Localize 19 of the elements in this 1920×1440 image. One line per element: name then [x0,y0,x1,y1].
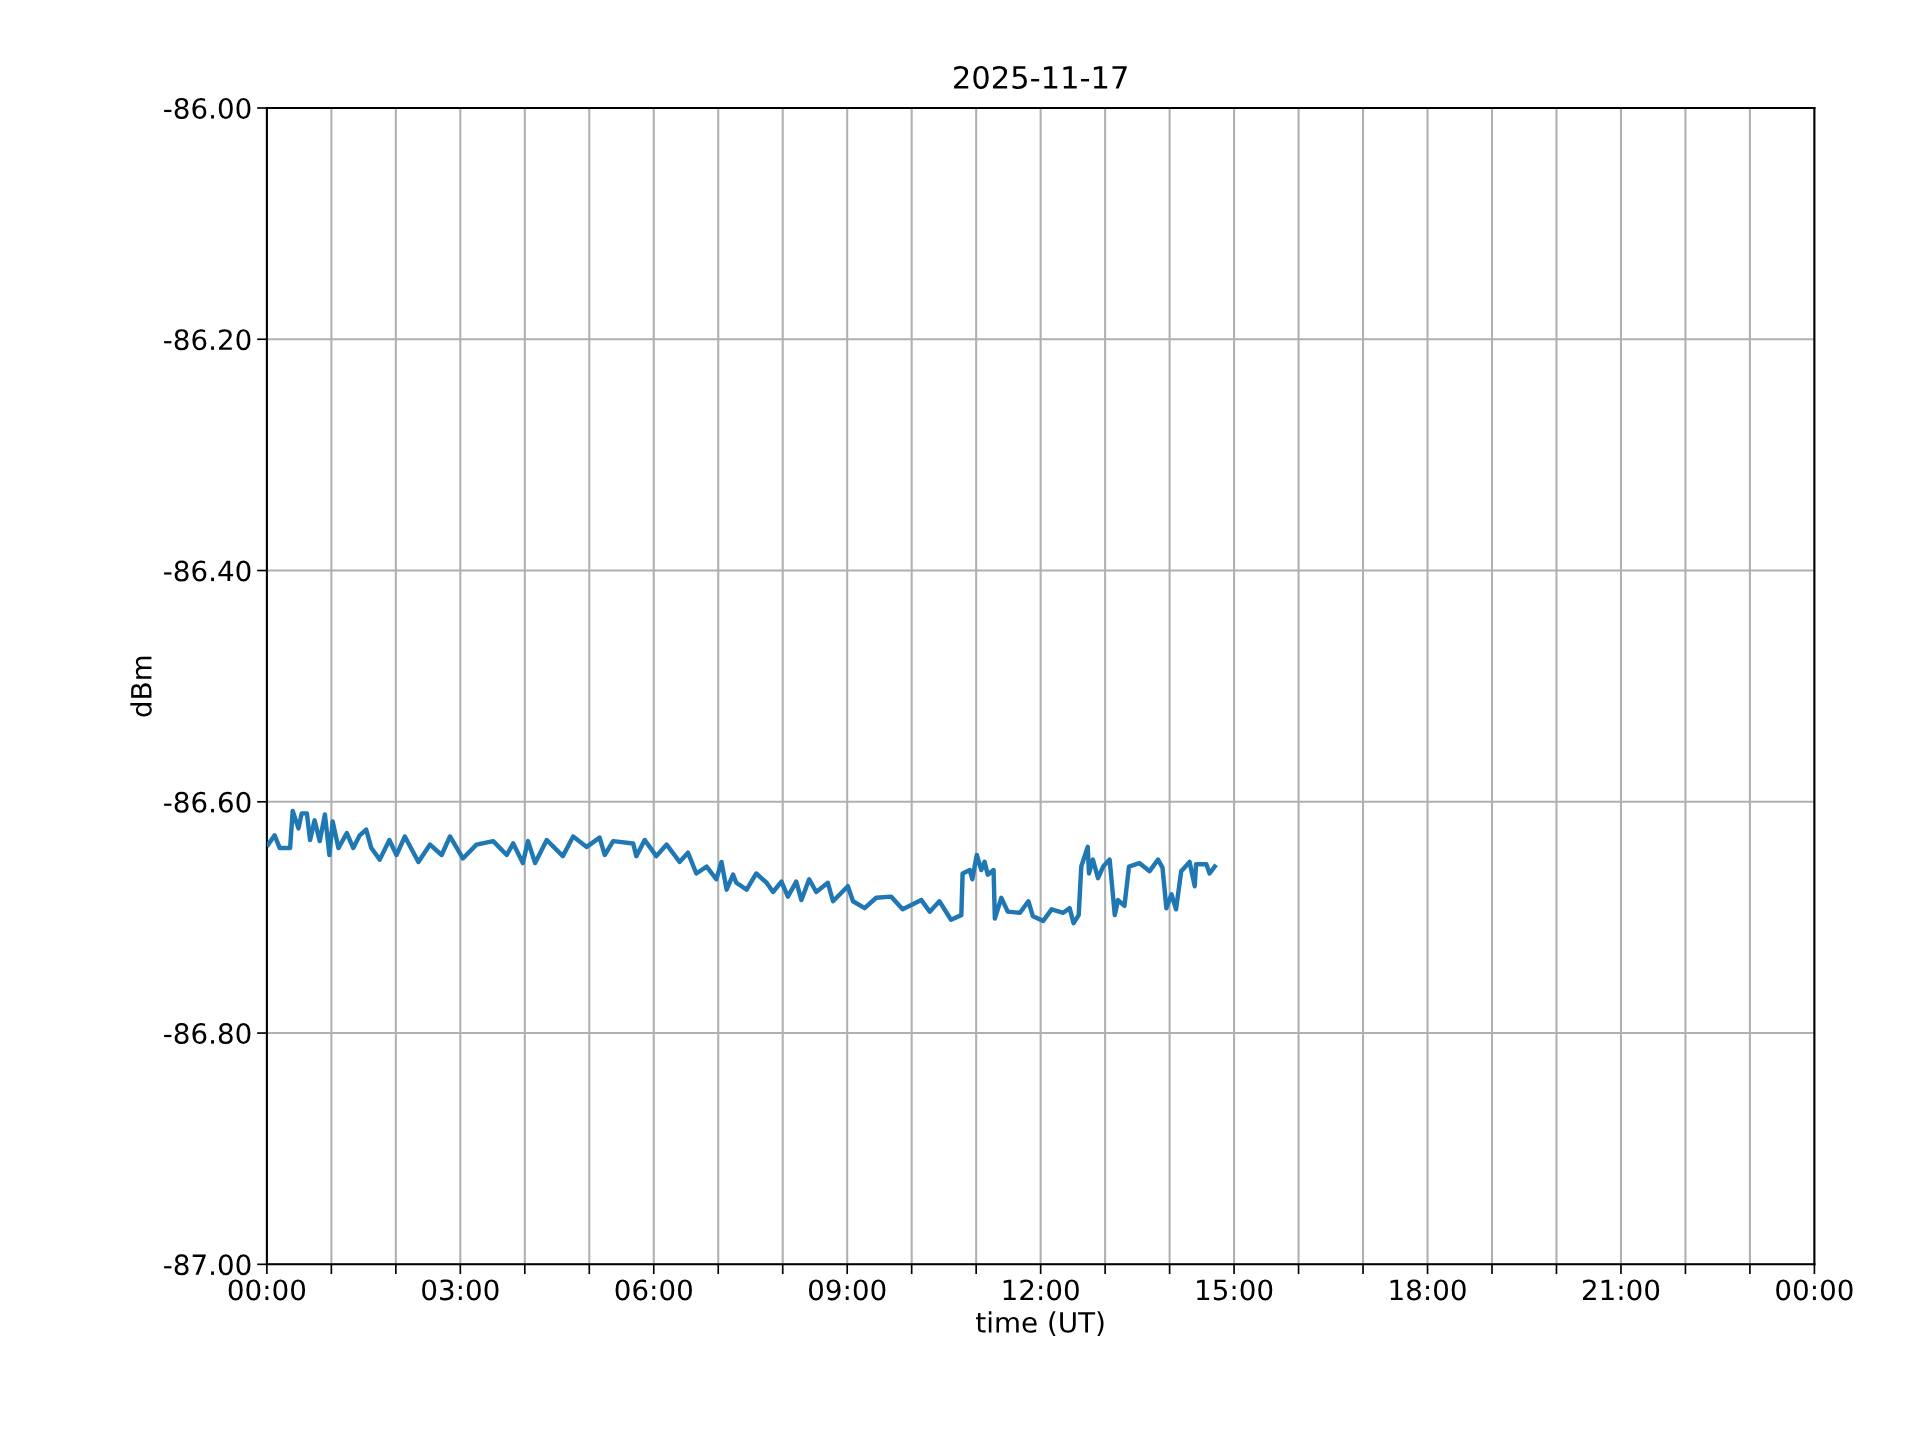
x-axis-title: time (UT) [976,1311,1104,1337]
x-tick-label: 12:00 [1003,1279,1079,1301]
y-tick-label: -86.20 [164,329,251,351]
x-tick-label: 09:00 [809,1279,886,1301]
y-tick-label: -86.80 [164,1022,251,1044]
chart-title: 2025-11-17 [954,65,1127,89]
line-series [266,808,1217,926]
y-axis-title: dBm [130,656,152,717]
x-tick-label: 06:00 [615,1279,692,1301]
y-tick-label: -86.40 [164,560,251,582]
x-tick-label: 00:00 [1776,1279,1853,1301]
y-tick-label: -86.00 [164,97,251,119]
x-tick-label: 15:00 [1197,1279,1273,1301]
y-tick-label: -86.60 [164,791,251,813]
x-tick-label: 00:00 [228,1279,306,1301]
x-tick-label: 18:00 [1390,1279,1466,1301]
x-tick-label: 21:00 [1582,1279,1660,1301]
y-tick-label: -87.00 [164,1254,251,1276]
x-tick-label: 03:00 [422,1279,499,1301]
